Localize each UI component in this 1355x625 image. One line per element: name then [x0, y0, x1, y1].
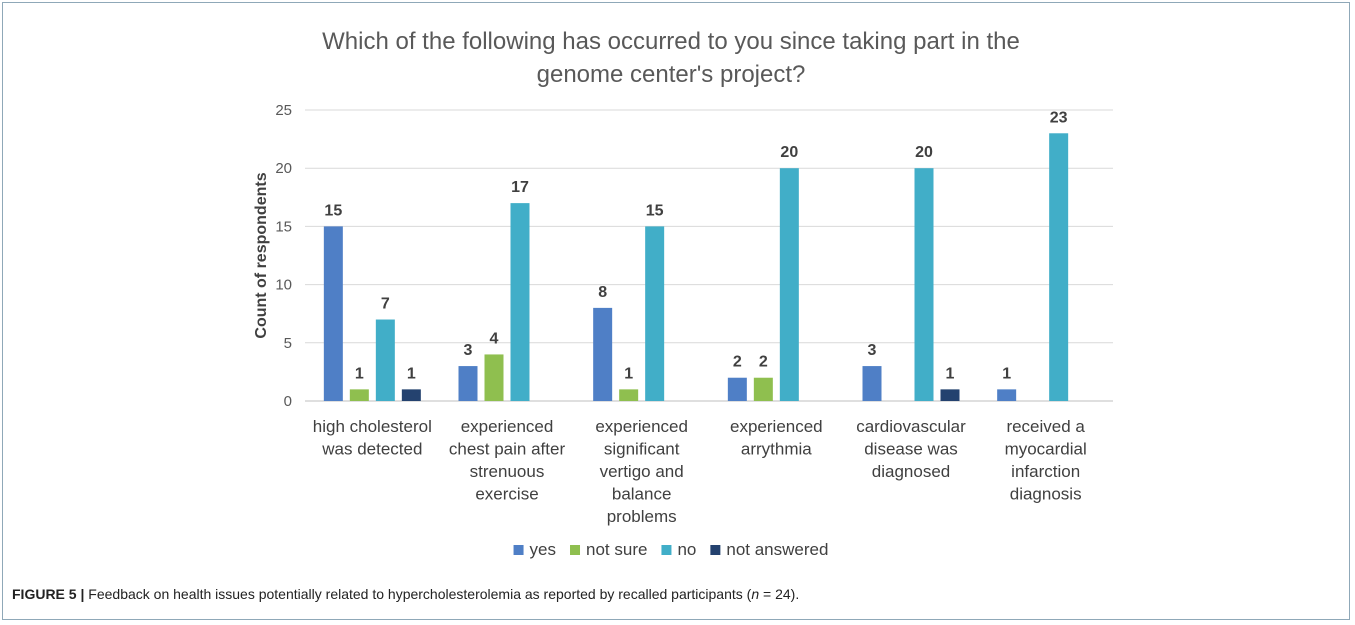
chart-title-line: Which of the following has occurred to y… — [322, 28, 1020, 55]
bar-data-label: 20 — [780, 144, 798, 161]
y-tick-label: 15 — [275, 218, 292, 235]
bar — [997, 389, 1017, 401]
bar — [401, 389, 421, 401]
legend-label: yes — [530, 540, 556, 559]
legend-swatch — [661, 545, 672, 555]
y-tick-label: 0 — [284, 393, 292, 410]
category-label-line: chest pain after — [449, 440, 566, 459]
bar-data-label: 17 — [511, 179, 529, 196]
category-label-line: myocardial — [1005, 440, 1087, 459]
bar — [1049, 133, 1069, 401]
bar-data-label: 1 — [946, 365, 955, 382]
bar — [619, 389, 639, 401]
category-label-line: arrythmia — [741, 440, 812, 459]
legend-swatch — [513, 545, 524, 555]
category-label-line: diagnosed — [872, 462, 950, 481]
caption-text-end: = 24). — [759, 586, 800, 602]
bar — [727, 377, 747, 401]
legend-label: not sure — [586, 540, 647, 559]
bar-data-label: 3 — [868, 342, 877, 359]
bar-data-label: 23 — [1050, 109, 1068, 126]
category-label-line: diagnosis — [1010, 485, 1082, 504]
category-label-line: infarction — [1011, 462, 1080, 481]
bar — [349, 389, 369, 401]
caption-text: Feedback on health issues potentially re… — [88, 586, 752, 602]
bar — [645, 226, 665, 401]
category-label-line: was detected — [321, 440, 422, 459]
legend-label: no — [677, 540, 696, 559]
figure-caption: FIGURE 5 | Feedback on health issues pot… — [12, 586, 799, 602]
bar-data-label: 2 — [759, 354, 768, 371]
bar — [510, 203, 530, 401]
caption-n-symbol: n — [751, 586, 760, 602]
bar-data-label: 20 — [915, 144, 933, 161]
legend-swatch — [570, 545, 581, 555]
bar-data-label: 1 — [624, 365, 633, 382]
bar-data-label: 4 — [490, 330, 499, 347]
y-tick-label: 20 — [275, 160, 292, 177]
y-tick-label: 25 — [275, 102, 292, 119]
chart-title-line: genome center's project? — [537, 61, 806, 88]
legend-label: not answered — [726, 540, 828, 559]
bar — [914, 168, 934, 401]
category-label-line: vertigo and — [600, 462, 684, 481]
bar-data-label: 8 — [598, 284, 607, 301]
category-label-line: experienced — [595, 417, 688, 436]
bar-data-label: 1 — [355, 365, 364, 382]
bar — [375, 319, 395, 401]
category-label-line: experienced — [730, 417, 823, 436]
bar-chart: Which of the following has occurred to y… — [253, 28, 1113, 559]
bar — [593, 307, 613, 401]
bar-data-label: 15 — [646, 202, 664, 219]
y-tick-label: 10 — [275, 277, 292, 294]
category-label-line: balance — [612, 485, 672, 504]
category-label-line: high cholesterol — [313, 417, 432, 436]
bar — [753, 377, 773, 401]
category-label-line: strenuous — [470, 462, 545, 481]
bar-data-label: 3 — [464, 342, 473, 359]
category-label-line: significant — [604, 440, 680, 459]
bar-data-label: 1 — [407, 365, 416, 382]
category-label-line: received a — [1006, 417, 1085, 436]
bar-data-label: 2 — [733, 354, 742, 371]
category-label-line: problems — [607, 507, 677, 526]
caption-separator: | — [80, 586, 85, 602]
category-label-line: exercise — [475, 485, 538, 504]
legend-swatch — [710, 545, 721, 555]
y-axis-label: Count of respondents — [253, 172, 270, 338]
bar-data-label: 15 — [324, 202, 342, 219]
bar — [458, 366, 478, 401]
bar-data-label: 7 — [381, 296, 390, 313]
y-tick-label: 5 — [284, 335, 292, 352]
category-label-line: experienced — [461, 417, 554, 436]
bar — [862, 366, 882, 401]
figure-number: FIGURE 5 — [12, 586, 77, 602]
bar — [779, 168, 799, 401]
bar-data-label: 1 — [1002, 365, 1011, 382]
bar — [323, 226, 343, 401]
bar — [940, 389, 960, 401]
category-label-line: cardiovascular — [856, 417, 966, 436]
category-label-line: disease was — [864, 440, 958, 459]
bar — [484, 354, 504, 401]
